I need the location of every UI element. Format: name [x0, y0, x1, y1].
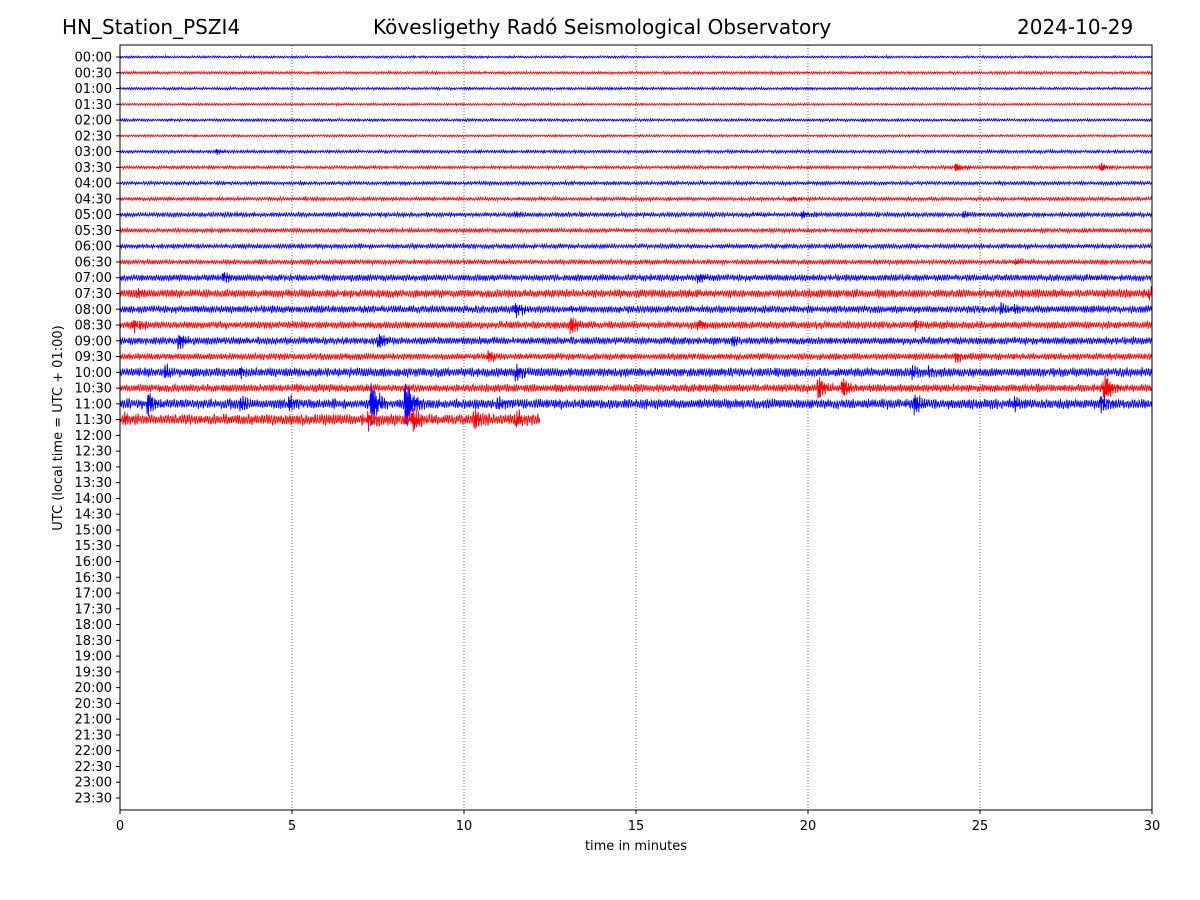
y-tick-label: 06:00: [75, 240, 112, 255]
trace-0830: [119, 317, 1153, 335]
y-tick-label: 10:30: [75, 382, 112, 397]
trace-0530: [119, 226, 1153, 235]
y-tick-label: 23:00: [75, 776, 112, 791]
trace-0730: [119, 286, 1153, 301]
y-tick-label: 23:30: [75, 792, 112, 807]
y-tick-label: 16:00: [75, 555, 112, 570]
y-tick-label: 04:30: [75, 192, 112, 207]
y-tick-label: 02:30: [75, 129, 112, 144]
date-title: 2024-10-29: [1017, 15, 1134, 39]
y-tick-label: 09:00: [75, 334, 112, 349]
y-tick-label: 05:30: [75, 224, 112, 239]
y-tick-label: 13:00: [75, 460, 112, 475]
y-tick-label: 07:00: [75, 271, 112, 286]
trace-1000: [119, 363, 1153, 382]
station-title: HN_Station_PSZI4: [62, 15, 241, 39]
y-tick-label: 11:00: [75, 397, 112, 412]
trace-0500: [119, 210, 1153, 220]
y-tick-label: 08:00: [75, 303, 112, 318]
y-tick-label: 01:00: [75, 82, 112, 97]
trace-0000: [119, 54, 1153, 60]
trace-0430: [119, 195, 1153, 203]
trace-0200: [119, 117, 1153, 123]
y-tick-label: 14:00: [75, 492, 112, 507]
y-tick-label: 17:00: [75, 587, 112, 602]
trace-0100: [119, 85, 1153, 92]
y-tick-label: 12:30: [75, 445, 112, 460]
trace-1100: [119, 383, 1153, 427]
y-tick-label: 15:30: [75, 539, 112, 554]
trace-0130: [119, 101, 1153, 108]
y-tick-label: 20:30: [75, 697, 112, 712]
y-tick-label: 19:00: [75, 650, 112, 665]
x-tick-label: 0: [116, 819, 124, 834]
y-tick-label: 06:30: [75, 255, 112, 270]
x-tick-label: 25: [972, 819, 989, 834]
trace-0400: [119, 179, 1153, 187]
trace-1030: [119, 375, 1153, 403]
x-tick-label: 5: [288, 819, 296, 834]
x-tick-label: 30: [1144, 819, 1161, 834]
y-tick-label: 02:00: [75, 114, 112, 129]
y-tick-label: 21:00: [75, 713, 112, 728]
trace-0600: [119, 242, 1153, 251]
y-tick-label: 01:30: [75, 98, 112, 113]
y-axis-label: UTC (local time = UTC + 01:00): [51, 325, 66, 530]
trace-0800: [119, 302, 1153, 319]
y-tick-label: 03:30: [75, 161, 112, 176]
trace-0300: [119, 148, 1153, 156]
y-tick-label: 05:00: [75, 208, 112, 223]
y-tick-label: 12:00: [75, 429, 112, 444]
x-axis-label: time in minutes: [585, 839, 687, 854]
trace-0330: [119, 162, 1153, 172]
trace-0030: [119, 69, 1153, 76]
y-tick-label: 22:00: [75, 744, 112, 759]
y-tick-label: 13:30: [75, 476, 112, 491]
y-tick-label: 14:30: [75, 508, 112, 523]
trace-0630: [119, 257, 1153, 267]
trace-1130: [119, 408, 541, 432]
y-tick-label: 22:30: [75, 760, 112, 775]
y-tick-label: 15:00: [75, 523, 112, 538]
y-tick-label: 18:00: [75, 618, 112, 633]
y-tick-label: 07:30: [75, 287, 112, 302]
x-tick-label: 10: [456, 819, 473, 834]
y-tick-label: 18:30: [75, 634, 112, 649]
observatory-title: Kövesligethy Radó Seismological Observat…: [373, 15, 832, 39]
y-tick-label: 00:30: [75, 66, 112, 81]
y-tick-label: 09:30: [75, 350, 112, 365]
x-tick-label: 20: [800, 819, 817, 834]
y-tick-label: 19:30: [75, 665, 112, 680]
y-tick-label: 10:00: [75, 366, 112, 381]
y-tick-label: 16:30: [75, 571, 112, 586]
trace-0230: [119, 133, 1153, 139]
trace-0700: [119, 272, 1153, 284]
y-tick-label: 21:30: [75, 728, 112, 743]
y-tick-label: 08:30: [75, 319, 112, 334]
y-tick-label: 11:30: [75, 413, 112, 428]
y-tick-label: 04:00: [75, 177, 112, 192]
trace-0900: [119, 333, 1153, 350]
x-tick-label: 15: [628, 819, 645, 834]
trace-0930: [119, 350, 1153, 364]
y-tick-label: 20:00: [75, 681, 112, 696]
y-tick-label: 03:00: [75, 145, 112, 160]
y-tick-label: 17:30: [75, 602, 112, 617]
y-tick-label: 00:00: [75, 51, 112, 66]
